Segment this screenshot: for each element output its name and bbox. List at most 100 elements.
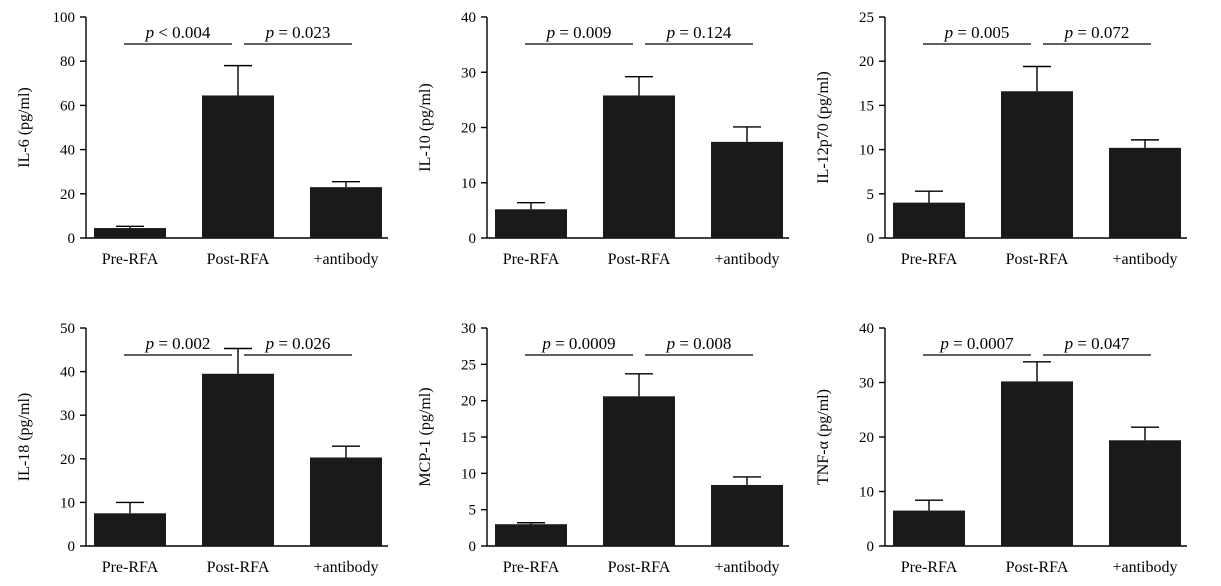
x-tick-label: +antibody bbox=[714, 559, 779, 576]
y-axis-label: IL-10 (pg/ml) bbox=[417, 83, 434, 171]
p-value-label: p = 0.047 bbox=[1064, 334, 1130, 353]
y-tick-label: 20 bbox=[60, 187, 75, 203]
bar bbox=[310, 187, 382, 238]
chart-panel: 0 5 10 15 20 25 IL-12p70 (pg/ml) Pre-RFA Post-RF… bbox=[815, 10, 1187, 268]
y-tick-label: 40 bbox=[859, 321, 874, 337]
y-tick-label: 15 bbox=[461, 430, 476, 446]
p-value-text: < 0.004 bbox=[154, 23, 211, 42]
y-tick-label: 30 bbox=[461, 65, 476, 81]
p-value-label: p = 0.124 bbox=[666, 23, 732, 42]
p-symbol: p bbox=[145, 23, 155, 42]
y-tick-label: 20 bbox=[60, 452, 75, 468]
p-symbol: p bbox=[939, 334, 949, 353]
y-tick-label: 25 bbox=[859, 10, 874, 26]
p-symbol: p bbox=[265, 334, 275, 353]
x-tick-label: +antibody bbox=[313, 251, 378, 268]
y-tick-label: 25 bbox=[461, 357, 476, 373]
y-tick-label: 30 bbox=[461, 321, 476, 337]
y-axis-label: IL-18 (pg/ml) bbox=[16, 393, 33, 481]
bar bbox=[1001, 91, 1073, 238]
chart-panel: 0 10 20 30 40 IL-10 (pg/ml) Pre-RFA Post-RFA +an… bbox=[417, 10, 789, 268]
y-tick-label: 0 bbox=[68, 231, 76, 247]
p-symbol: p bbox=[265, 23, 275, 42]
x-tick-label: Post-RFA bbox=[1006, 559, 1069, 576]
y-tick-label: 20 bbox=[461, 394, 476, 410]
p-value-text: = 0.047 bbox=[1073, 334, 1130, 353]
x-tick-label: +antibody bbox=[714, 251, 779, 268]
x-tick-label: Pre-RFA bbox=[503, 559, 560, 576]
bar bbox=[495, 209, 567, 238]
y-tick-label: 100 bbox=[53, 10, 76, 26]
x-tick-label: +antibody bbox=[1112, 251, 1177, 268]
p-value-text: = 0.008 bbox=[675, 334, 731, 353]
p-symbol: p bbox=[541, 334, 551, 353]
p-value-text: = 0.072 bbox=[1073, 23, 1129, 42]
bar bbox=[603, 95, 675, 238]
y-tick-label: 0 bbox=[867, 231, 875, 247]
x-tick-label: +antibody bbox=[1112, 559, 1177, 576]
p-value-text: = 0.005 bbox=[953, 23, 1009, 42]
chart-panel: 0 20 40 60 80 100 IL-6 (pg/ml) Pre-RFA Post-RFA +… bbox=[16, 10, 388, 268]
bar bbox=[603, 396, 675, 546]
p-symbol: p bbox=[1064, 334, 1074, 353]
x-tick-label: Post-RFA bbox=[1006, 251, 1069, 268]
p-value-label: p = 0.026 bbox=[265, 334, 331, 353]
x-tick-label: Post-RFA bbox=[608, 251, 671, 268]
p-value-text: = 0.124 bbox=[675, 23, 732, 42]
y-axis-label: TNF-α (pg/ml) bbox=[815, 389, 832, 485]
x-tick-label: Post-RFA bbox=[608, 559, 671, 576]
y-axis-label: MCP-1 (pg/ml) bbox=[417, 387, 434, 486]
bar bbox=[202, 95, 274, 238]
y-tick-label: 20 bbox=[859, 54, 874, 70]
p-symbol: p bbox=[145, 334, 155, 353]
p-symbol: p bbox=[666, 23, 676, 42]
bar bbox=[893, 510, 965, 546]
p-symbol: p bbox=[546, 23, 556, 42]
p-value-label: p = 0.0009 bbox=[541, 334, 615, 353]
y-tick-label: 40 bbox=[461, 10, 476, 26]
bar bbox=[94, 228, 166, 238]
p-value-text: = 0.009 bbox=[555, 23, 611, 42]
p-value-label: p = 0.0007 bbox=[939, 334, 1014, 353]
chart-panel: 0 5 10 15 20 25 30 MCP-1 (pg/ml) Pre-RFA Post-RFA… bbox=[417, 321, 789, 576]
y-tick-label: 10 bbox=[859, 485, 874, 501]
y-tick-label: 0 bbox=[68, 539, 76, 555]
bar bbox=[1109, 440, 1181, 546]
p-value-text: = 0.0009 bbox=[551, 334, 616, 353]
bar bbox=[202, 373, 274, 546]
p-value-label: p = 0.009 bbox=[546, 23, 612, 42]
p-value-label: p = 0.008 bbox=[666, 334, 732, 353]
y-tick-label: 0 bbox=[867, 539, 875, 555]
bar bbox=[94, 513, 166, 546]
y-tick-label: 10 bbox=[60, 495, 75, 511]
bar bbox=[711, 484, 783, 546]
x-tick-label: Pre-RFA bbox=[901, 251, 958, 268]
p-value-text: = 0.002 bbox=[154, 334, 210, 353]
x-tick-label: Pre-RFA bbox=[901, 559, 958, 576]
y-tick-label: 0 bbox=[469, 231, 477, 247]
y-tick-label: 40 bbox=[60, 143, 75, 159]
bar bbox=[1109, 147, 1181, 238]
y-tick-label: 20 bbox=[859, 430, 874, 446]
p-value-label: p = 0.023 bbox=[265, 23, 331, 42]
y-tick-label: 10 bbox=[859, 143, 874, 159]
p-value-label: p = 0.072 bbox=[1064, 23, 1130, 42]
y-tick-label: 10 bbox=[461, 176, 476, 192]
p-value-label: p < 0.004 bbox=[145, 23, 211, 42]
y-tick-label: 50 bbox=[60, 321, 75, 337]
x-tick-label: +antibody bbox=[313, 559, 378, 576]
y-tick-label: 20 bbox=[461, 121, 476, 137]
x-tick-label: Pre-RFA bbox=[102, 559, 159, 576]
p-symbol: p bbox=[1064, 23, 1074, 42]
y-axis-label: IL-12p70 (pg/ml) bbox=[815, 71, 832, 183]
chart-panel: 0 10 20 30 40 TNF-α (pg/ml) Pre-RFA Post-RFA +an… bbox=[815, 321, 1187, 576]
bar bbox=[495, 524, 567, 546]
x-tick-label: Pre-RFA bbox=[503, 251, 560, 268]
y-tick-label: 30 bbox=[60, 408, 75, 424]
p-value-text: = 0.0007 bbox=[949, 334, 1014, 353]
p-value-label: p = 0.002 bbox=[145, 334, 211, 353]
chart-panel: 0 10 20 30 40 50 IL-18 (pg/ml) Pre-RFA Post-RFA +… bbox=[16, 321, 388, 576]
x-tick-label: Post-RFA bbox=[207, 559, 270, 576]
y-tick-label: 40 bbox=[60, 365, 75, 381]
